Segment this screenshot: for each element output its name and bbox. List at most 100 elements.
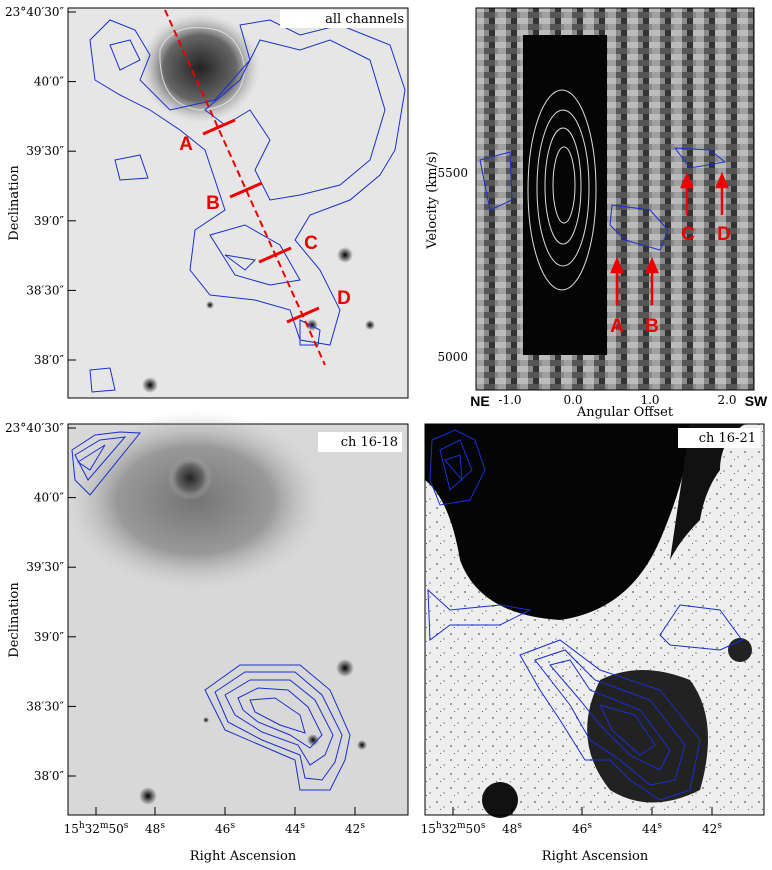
x-tick-label: 46s (215, 821, 235, 836)
label-box (678, 428, 760, 448)
contour (214, 671, 343, 781)
x-tick-part: 48 (502, 822, 517, 836)
contour (427, 588, 743, 651)
star (337, 247, 353, 263)
contour (544, 127, 582, 245)
y-tick-label: 40′0″ (34, 75, 65, 89)
panel-ch-16-21: ch 16-21 Right Ascension (424, 423, 765, 864)
x-tick-part: 48 (145, 822, 160, 836)
y-tick-label: 23°40′30″ (5, 5, 65, 19)
marker: D (337, 288, 351, 309)
slit-cuts (202, 118, 320, 324)
contour (429, 429, 486, 506)
x-tick-part: s (717, 821, 722, 831)
contour (534, 649, 686, 786)
arrows (610, 171, 729, 305)
contour (89, 19, 406, 346)
star (336, 659, 354, 677)
galaxy (65, 410, 325, 590)
dark-region (670, 424, 745, 560)
y-tick-label: 38′0″ (34, 353, 65, 367)
contour (237, 687, 323, 749)
y-tick-label: 5000 (437, 350, 468, 364)
x-tick-part: s (160, 821, 165, 831)
x-tick-part: 15 (421, 822, 436, 836)
y-tick-label: 5500 (437, 166, 468, 180)
edge-label: SW (745, 393, 768, 409)
x-tick-part: h (436, 821, 442, 831)
star (139, 787, 157, 805)
edge-label: NE (470, 393, 489, 409)
x-tick-label: 0.0 (563, 393, 582, 407)
x-tick-part: 32 (85, 822, 100, 836)
dark-region (425, 424, 690, 620)
galaxy (140, 13, 260, 123)
galaxy-core (168, 456, 212, 500)
star (203, 717, 209, 723)
x-tick-label: 42s (702, 821, 722, 836)
panel-pv: A B C D Velocity (km/s) 5500 5000 NE SW … (425, 7, 768, 420)
x-tick-part: 42 (702, 822, 717, 836)
x-tick-part: s (481, 821, 486, 831)
contour (536, 109, 590, 267)
star (357, 740, 367, 750)
label-box (318, 432, 402, 452)
y-tick-label: 38′30″ (26, 699, 64, 713)
slit (164, 9, 326, 366)
x-axis-label: Right Ascension (542, 849, 649, 864)
tick-labels: 23°40′30″ 40′0″ 39′30″ 39′0″ 38′30″ 38′0″ 23°4… (5, 5, 722, 836)
x-tick-label: 42s (345, 821, 365, 836)
x-axis-label: Right Ascension (190, 849, 297, 864)
blob (728, 638, 752, 662)
contour (552, 146, 576, 224)
panel-all-channels: all channels A B C D Declination (7, 7, 409, 399)
x-tick-label: 44s (285, 821, 305, 836)
x-tick-part: 46 (215, 822, 230, 836)
y-tick-label: 23°40′30″ (5, 421, 65, 435)
x-tick-part: 32 (442, 822, 457, 836)
contour (204, 664, 351, 791)
x-tick-part: m (100, 821, 109, 831)
star (206, 301, 214, 309)
label-box (280, 10, 406, 28)
marker: B (206, 193, 220, 214)
y-tick-label: 40′0″ (34, 491, 65, 505)
x-tick-part: 44 (642, 822, 658, 836)
contour (109, 39, 386, 201)
contour (519, 639, 701, 801)
x-tick-label: 48s (145, 821, 165, 836)
frame (424, 423, 765, 816)
panel-label: ch 16-21 (699, 431, 756, 446)
y-axis-label: Declination (7, 165, 22, 241)
x-tick-label: 2.0 (717, 393, 736, 407)
x-tick-part: 15 (64, 822, 79, 836)
x-tick-label: -1.0 (498, 393, 521, 407)
x-tick-part: 46 (572, 822, 587, 836)
y-axis-label: Declination (7, 582, 22, 658)
frame (475, 7, 755, 391)
y-tick-label: 39′0″ (34, 214, 65, 228)
star (365, 320, 375, 330)
x-tick-part: 50 (466, 822, 481, 836)
x-tick-part: s (657, 821, 662, 831)
y-axis-label: Velocity (km/s) (425, 151, 440, 249)
contour (527, 89, 597, 291)
x-tick-label: 15h32m50s (64, 821, 129, 836)
x-tick-part: s (124, 821, 129, 831)
x-tick-label: 1.0 (640, 393, 659, 407)
panel-ch-16-18: ch 16-18 Declination Right Ascension (7, 410, 409, 864)
y-tick-label: 38′0″ (34, 769, 65, 783)
marker: B (645, 316, 659, 337)
panel-label: all channels (325, 12, 404, 27)
marker: C (681, 224, 695, 245)
x-tick-part: s (300, 821, 305, 831)
marker: C (304, 233, 318, 254)
x-tick-part: h (79, 821, 85, 831)
y-tick-label: 39′30″ (26, 560, 64, 574)
contour (71, 431, 142, 496)
y-tick-label: 39′0″ (34, 630, 65, 644)
x-axis-label: Angular Offset (576, 405, 674, 420)
x-tick-label: 44s (642, 821, 662, 836)
x-tick-label: 48s (502, 821, 522, 836)
